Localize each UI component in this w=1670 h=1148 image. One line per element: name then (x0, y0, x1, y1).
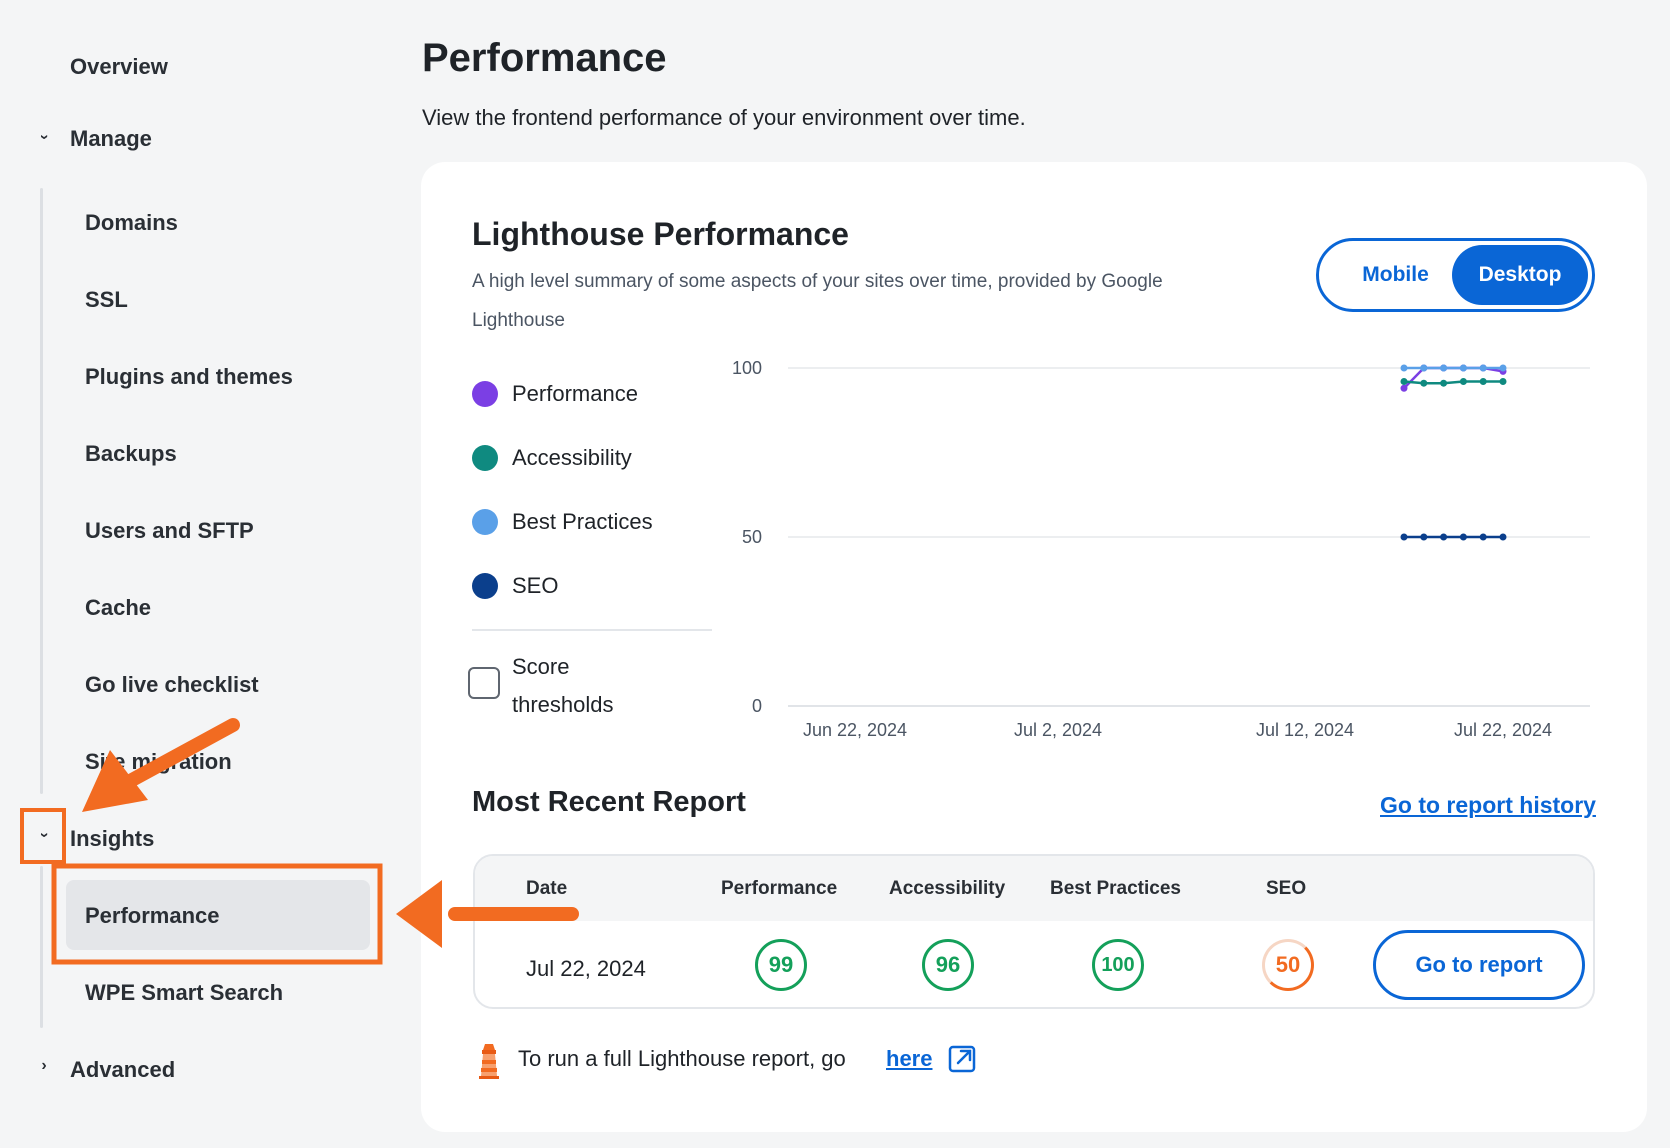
legend-divider (472, 629, 712, 631)
toggle-desktop[interactable]: Desktop (1452, 245, 1588, 305)
toggle-mobile[interactable]: Mobile (1362, 263, 1429, 286)
chevron-down-icon[interactable]: › (36, 134, 53, 140)
page-subtitle: View the frontend performance of your en… (422, 105, 1026, 130)
sidebar-nav: Overview › Manage Domains SSL Plugins an… (0, 0, 400, 1148)
sidebar-item-go-live-checklist[interactable]: Go live checklist (85, 672, 259, 697)
most-recent-report-title: Most Recent Report (472, 786, 746, 818)
score-thresholds-checkbox[interactable] (468, 667, 500, 699)
data-point-accessibility (1440, 379, 1448, 387)
chevron-right-icon[interactable]: › (41, 1057, 47, 1074)
sidebar-group-manage[interactable]: Manage (70, 126, 152, 151)
score-seo: 50 (1262, 939, 1314, 991)
lighthouse-icon (479, 1044, 499, 1079)
sidebar-item-overview[interactable]: Overview (70, 54, 168, 79)
sidebar-item-wpe-smart-search[interactable]: WPE Smart Search (85, 980, 284, 1005)
header-accessibility: Accessibility (889, 878, 1006, 899)
data-point-seo (1459, 533, 1467, 541)
sidebar-item-site-migration[interactable]: Site migration (85, 749, 232, 774)
score-accessibility: 96 (922, 939, 974, 991)
data-point-best-practices (1420, 364, 1428, 372)
lighthouse-subtitle: A high level summary of some aspects of … (472, 271, 1163, 331)
lighthouse-title: Lighthouse Performance (472, 216, 849, 252)
sidebar-item-backups[interactable]: Backups (85, 441, 177, 466)
lighthouse-note-text: To run a full Lighthouse report, go (518, 1046, 846, 1071)
y-tick-label: 100 (732, 358, 762, 378)
legend-dot-icon (472, 445, 498, 471)
legend-label: SEO (512, 573, 559, 598)
data-point-best-practices (1499, 364, 1507, 372)
report-table: Date Performance Accessibility Best Prac… (473, 854, 1595, 1009)
header-performance: Performance (721, 878, 838, 899)
report-table-header (475, 856, 1593, 921)
header-seo: SEO (1266, 878, 1307, 899)
data-point-seo (1440, 533, 1448, 541)
report-history-link[interactable]: Go to report history (1380, 792, 1596, 818)
x-tick-label: Jul 12, 2024 (1256, 720, 1354, 740)
sidebar-group-advanced[interactable]: Advanced (70, 1057, 176, 1082)
device-toggle[interactable]: Mobile Desktop (1316, 238, 1595, 312)
header-date: Date (526, 878, 568, 899)
lighthouse-line-chart: 0 50 100 Jun 22, 2024 Jul 2, 2024 Jul 12, 202… (732, 358, 1590, 740)
manage-group-line (40, 188, 43, 794)
sidebar-item-performance[interactable]: Performance (85, 903, 220, 928)
x-tick-label: Jul 22, 2024 (1454, 720, 1552, 740)
sidebar-item-users-and-sftp[interactable]: Users and SFTP (85, 518, 254, 543)
data-point-best-practices (1459, 364, 1467, 372)
legend-label: Best Practices (512, 509, 653, 534)
sidebar-item-plugins-and-themes[interactable]: Plugins and themes (85, 364, 293, 389)
page-title: Performance (422, 36, 667, 80)
sidebar-item-ssl[interactable]: SSL (85, 287, 128, 312)
legend-label: Performance (512, 381, 638, 406)
legend-dot-icon (472, 381, 498, 407)
external-link-icon[interactable] (948, 1043, 978, 1073)
data-point-accessibility (1479, 378, 1487, 386)
data-point-best-practices (1479, 364, 1487, 372)
data-point-seo (1400, 533, 1408, 541)
chevron-down-icon[interactable]: › (36, 832, 53, 838)
score-thresholds-label[interactable]: Score thresholds (512, 654, 614, 717)
data-point-best-practices (1440, 364, 1448, 372)
header-best-practices: Best Practices (1050, 878, 1181, 899)
x-tick-label: Jun 22, 2024 (803, 720, 907, 740)
data-point-accessibility (1459, 378, 1467, 386)
y-tick-label: 0 (752, 696, 762, 716)
legend-dot-icon (472, 573, 498, 599)
sidebar-group-insights[interactable]: Insights (70, 826, 155, 851)
data-point-seo (1479, 533, 1487, 541)
insights-group-line (40, 866, 43, 1028)
go-to-report-button[interactable]: Go to report (1373, 930, 1585, 1000)
legend-label: Accessibility (512, 445, 632, 470)
sidebar-item-cache[interactable]: Cache (85, 595, 152, 620)
score-best-practices: 100 (1092, 939, 1144, 991)
legend-dot-icon (472, 509, 498, 535)
data-point-performance (1400, 384, 1408, 392)
series-line-accessibility (1403, 380, 1503, 385)
y-tick-label: 50 (742, 527, 762, 547)
data-point-accessibility (1499, 378, 1507, 386)
data-point-best-practices (1400, 364, 1408, 372)
data-point-accessibility (1420, 379, 1428, 387)
row-date: Jul 22, 2024 (526, 956, 646, 981)
data-point-seo (1499, 533, 1507, 541)
data-point-accessibility (1400, 378, 1408, 386)
sidebar-item-domains[interactable]: Domains (85, 210, 178, 235)
score-performance: 99 (755, 939, 807, 991)
lighthouse-here-link[interactable]: here (886, 1046, 933, 1071)
series-line-performance (1403, 366, 1504, 390)
x-tick-label: Jul 2, 2024 (1014, 720, 1102, 740)
data-point-seo (1420, 533, 1428, 541)
